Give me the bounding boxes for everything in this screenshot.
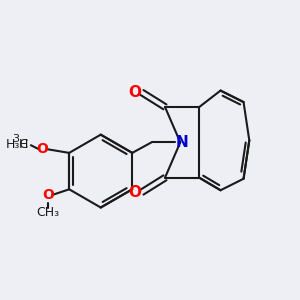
Text: O: O [128,85,141,100]
Text: N: N [176,135,189,150]
Text: O: O [128,185,141,200]
Text: O: O [36,142,48,156]
Text: 3: 3 [12,134,19,144]
Text: H: H [19,138,28,151]
Text: O: O [42,188,54,202]
Text: CH₃: CH₃ [37,206,60,219]
Text: H₃C: H₃C [6,138,29,151]
